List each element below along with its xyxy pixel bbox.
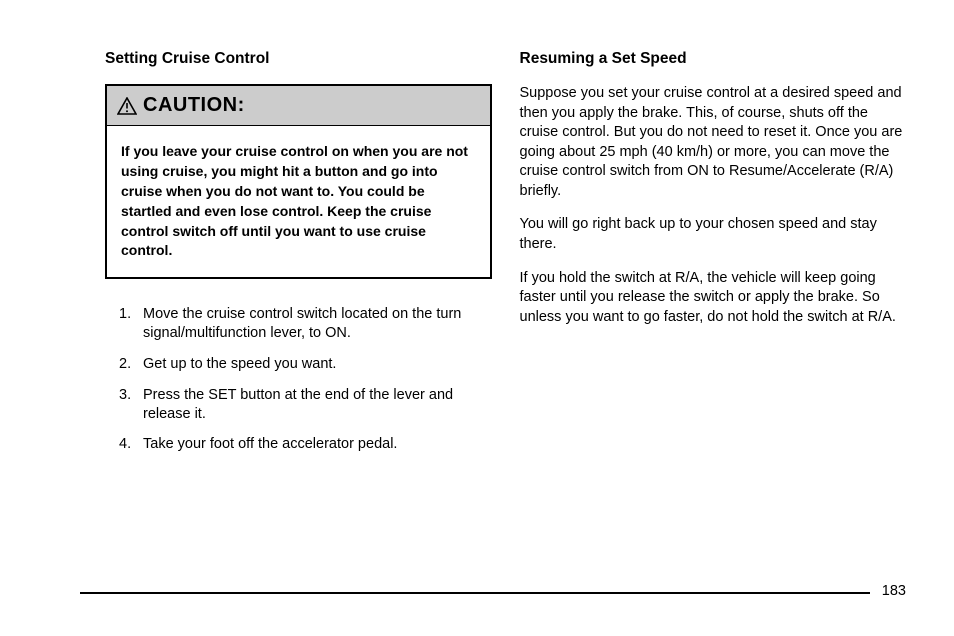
paragraph: If you hold the switch at R/A, the vehic… (520, 269, 907, 328)
warning-triangle-icon (117, 97, 137, 115)
footer-divider (80, 592, 906, 594)
steps-list: Move the cruise control switch located o… (105, 305, 492, 454)
left-column: Setting Cruise Control CAUTION: If you l… (105, 50, 492, 466)
list-item: Take your foot off the accelerator pedal… (125, 435, 492, 454)
page-footer: 183 (80, 592, 906, 594)
page-number: 183 (870, 583, 906, 599)
left-heading: Setting Cruise Control (105, 50, 492, 68)
caution-body: If you leave your cruise control on when… (107, 126, 490, 277)
paragraph: Suppose you set your cruise control at a… (520, 84, 907, 201)
right-heading: Resuming a Set Speed (520, 50, 907, 68)
list-item: Press the SET button at the end of the l… (125, 386, 492, 424)
caution-header: CAUTION: (107, 86, 490, 126)
page-content: Setting Cruise Control CAUTION: If you l… (0, 0, 954, 466)
paragraph: You will go right back up to your chosen… (520, 215, 907, 254)
caution-title: CAUTION: (143, 94, 245, 117)
caution-box: CAUTION: If you leave your cruise contro… (105, 84, 492, 279)
right-column: Resuming a Set Speed Suppose you set you… (520, 50, 907, 466)
list-item: Move the cruise control switch located o… (125, 305, 492, 343)
list-item: Get up to the speed you want. (125, 355, 492, 374)
